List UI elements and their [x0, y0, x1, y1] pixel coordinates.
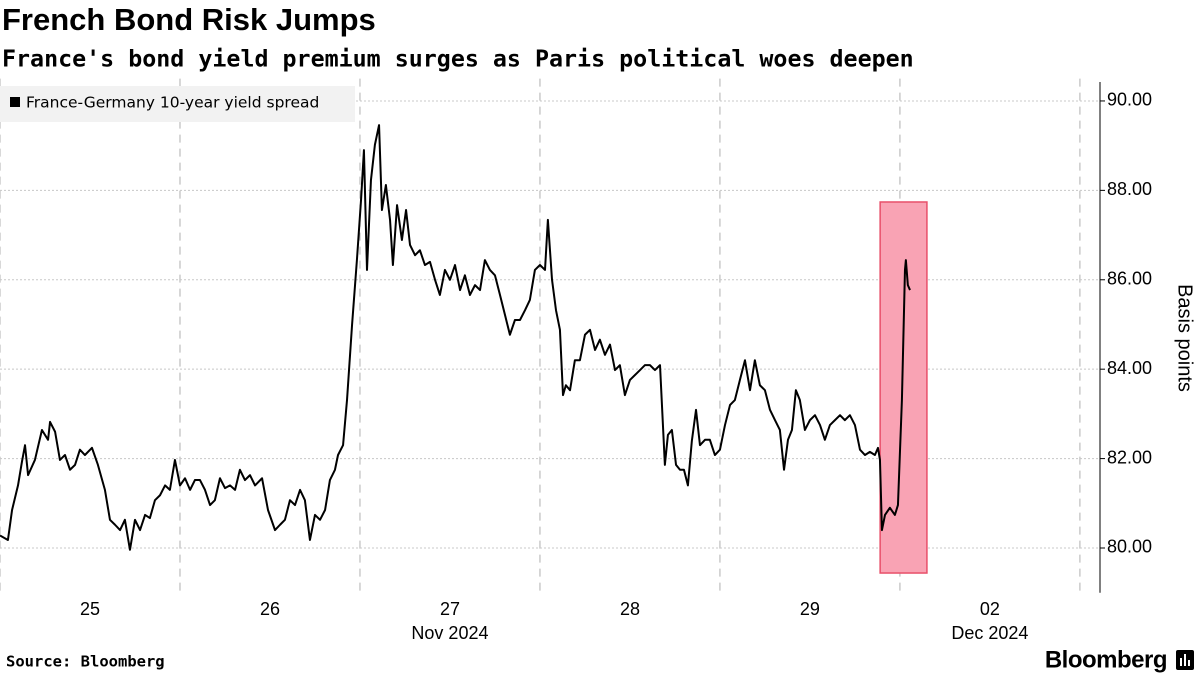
plot-area: 25 26 27 28 29 02 Nov 2024 Dec 2024 80.00 82.00 84…: [0, 78, 1196, 643]
y-tick-label: 88.00: [1107, 179, 1152, 199]
x-tick-label: 28: [620, 599, 640, 619]
x-tick-label: 25: [80, 599, 100, 619]
y-tick-label: 80.00: [1107, 537, 1152, 557]
x-tick-label: 26: [260, 599, 280, 619]
chart-subtitle: France's bond yield premium surges as Pa…: [2, 46, 914, 73]
logo: Bloomberg: [1045, 646, 1167, 673]
chart-title: French Bond Risk Jumps: [2, 2, 376, 37]
x-month-label: Nov 2024: [411, 623, 488, 643]
x-tick-label: 02: [980, 599, 1000, 619]
legend-box: [0, 86, 355, 122]
legend-label: France-Germany 10-year yield spread: [26, 94, 319, 112]
source: Source: Bloomberg: [6, 653, 165, 671]
y-tick-label: 90.00: [1107, 90, 1152, 110]
logo-icon: [1176, 650, 1194, 670]
y-axis-label: Basis points: [1174, 284, 1196, 392]
y-tick-label: 86.00: [1107, 269, 1152, 289]
x-tick-label: 29: [800, 599, 820, 619]
y-tick-label: 84.00: [1107, 358, 1152, 378]
x-month-label: Dec 2024: [951, 623, 1028, 643]
highlight-box: [879, 201, 928, 574]
series-line: [0, 124, 911, 551]
legend-swatch: [10, 97, 20, 107]
x-tick-label: 27: [440, 599, 460, 619]
y-tick-label: 82.00: [1107, 447, 1152, 467]
